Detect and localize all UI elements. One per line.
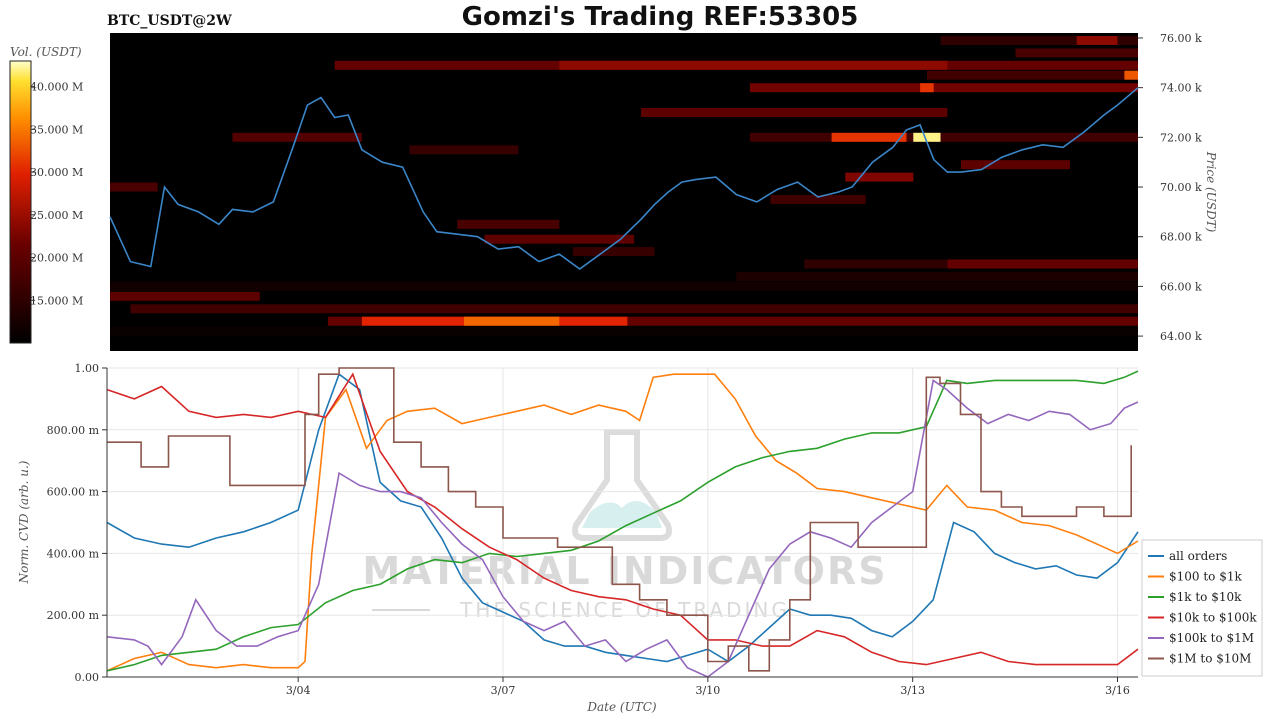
x-tick-label: 3/16: [1105, 684, 1130, 697]
heat-band: [572, 247, 655, 257]
heat-band: [110, 326, 1138, 336]
heat-band: [457, 219, 560, 229]
legend-label: $1M to $10M: [1169, 652, 1251, 666]
colorbar: [9, 60, 32, 344]
colorbar-tick-label: 25.000 M: [30, 209, 83, 222]
heat-band: [961, 160, 1070, 170]
heat-band: [409, 145, 519, 155]
heat-band: [736, 272, 1138, 281]
heat-band: [641, 108, 948, 117]
heat-band: [327, 316, 1138, 326]
x-tick-label: 3/13: [900, 684, 925, 697]
x-tick-label: 3/07: [491, 684, 516, 697]
watermark: MATERIAL INDICATORS THE SCIENCE OF TRADI…: [362, 429, 887, 622]
legend-label: $100 to $1k: [1169, 570, 1242, 584]
price-tick-label: 66.00 k: [1160, 280, 1202, 293]
cvd-series: [106, 367, 1139, 678]
price-tick-label: 72.00 k: [1160, 131, 1202, 144]
series-line: [106, 372, 1139, 666]
price-axis: 76.00 k 74.00 k 72.00 k 70.00 k 68.00 k 66.00…: [1138, 32, 1202, 343]
cvd-panel: [106, 367, 1139, 678]
heat-band: [845, 172, 914, 182]
y-tick-label: 0.00: [75, 671, 100, 684]
heat-band: [770, 195, 866, 204]
x-tick-label: 3/10: [695, 684, 720, 697]
chart-title: Gomzi's Trading REF:53305: [462, 2, 859, 32]
colorbar-tick-label: 30.000 M: [30, 166, 83, 179]
cvd-y-axis-label: Norm. CVD (arb. u.): [17, 460, 31, 584]
heatmap-panel: [109, 33, 1139, 351]
colorbar-tick-label: 20.000 M: [30, 252, 83, 265]
heat-band: [1124, 70, 1138, 80]
heatmap-background: [110, 33, 1138, 351]
y-tick-label: 200.00 m: [47, 609, 100, 622]
series-line: [106, 373, 1139, 672]
heat-band: [110, 291, 260, 301]
series-line: [106, 379, 1139, 678]
heat-band: [749, 132, 1138, 142]
watermark-subtitle: THE SCIENCE OF TRADING: [459, 598, 790, 622]
heat-band: [927, 70, 1138, 80]
x-tick-label: 3/04: [286, 684, 311, 697]
heat-band: [464, 316, 560, 326]
price-tick-label: 68.00 k: [1160, 231, 1202, 244]
heat-band: [484, 234, 635, 244]
colorbar-tick-label: 40.000 M: [30, 81, 83, 94]
heat-band: [749, 83, 1138, 93]
colorbar-label: Vol. (USDT): [10, 45, 82, 59]
heat-band: [1015, 48, 1138, 58]
y-tick-label: 800.00 m: [47, 424, 100, 437]
y-tick-label: 1.00: [75, 362, 100, 375]
heat-band: [920, 83, 934, 93]
cvd-x-axis-label: Date (UTC): [586, 700, 656, 714]
cvd-ticks: 1.00 800.00 m 600.00 m 400.00 m 200.00 m 0.00…: [47, 362, 1130, 697]
heat-band: [947, 259, 1138, 269]
colorbar-tick-label: 35.000 M: [30, 123, 83, 136]
heat-band: [831, 132, 907, 142]
legend-label: $10k to $100k: [1169, 611, 1257, 625]
price-tick-label: 76.00 k: [1160, 32, 1202, 45]
heat-band: [130, 304, 1138, 314]
watermark-title: MATERIAL INDICATORS: [362, 549, 887, 593]
heat-bands: [110, 36, 1138, 336]
price-tick-label: 70.00 k: [1160, 181, 1202, 194]
series-line: [107, 367, 1132, 672]
flask-liquid-icon: [582, 500, 662, 528]
y-tick-label: 400.00 m: [47, 547, 100, 560]
series-line: [106, 372, 1139, 663]
y-tick-label: 600.00 m: [47, 486, 100, 499]
legend-label: $1k to $10k: [1169, 590, 1242, 604]
series-line: [106, 370, 1139, 672]
symbol-label: BTC_USDT@2W: [107, 13, 232, 29]
heat-band: [110, 182, 158, 192]
colorbar-ticks: 40.000 M 35.000 M 30.000 M 25.000 M 20.000 M…: [30, 81, 83, 308]
heat-band: [110, 281, 1138, 291]
legend-label: $100k to $1M: [1169, 631, 1254, 645]
heat-band: [940, 36, 1138, 45]
legend: all orders $100 to $1k $1k to $10k $10k to …: [1141, 539, 1263, 677]
price-tick-label: 64.00 k: [1160, 330, 1202, 343]
legend-label: all orders: [1169, 549, 1227, 563]
flask-logo-icon: [572, 429, 672, 541]
price-line: [109, 87, 1139, 270]
heat-band: [559, 60, 948, 70]
colorbar-tick-label: 15.000 M: [30, 294, 83, 307]
legend-box: [1141, 539, 1263, 677]
price-axis-label: Price (USDT): [1204, 151, 1218, 233]
heat-band: [913, 132, 941, 142]
heat-band: [1076, 36, 1118, 45]
price-tick-label: 74.00 k: [1160, 82, 1202, 95]
